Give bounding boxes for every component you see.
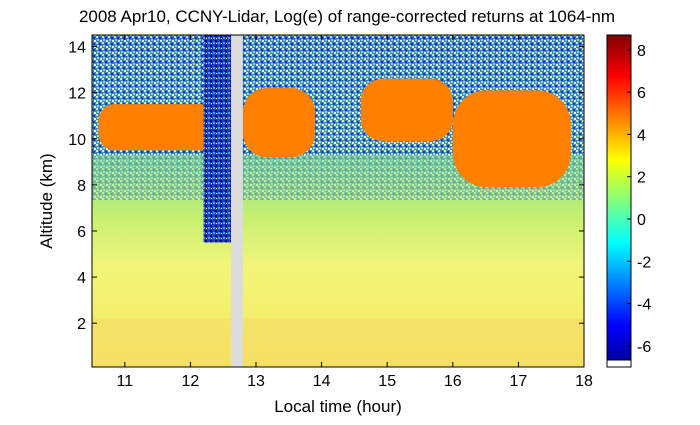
chart-title: 2008 Apr10, CCNY-Lidar, Log(e) of range-… (79, 7, 615, 26)
y-tick-label: 2 (77, 316, 86, 333)
colorbar-axis: -6 -4 -2 0 2 4 6 8 (627, 43, 651, 356)
x-axis-label: Local time (hour) (274, 397, 402, 416)
colorbar-end-cap (606, 359, 632, 368)
colorbar-tick-label: -4 (637, 297, 651, 314)
colorbar-tick-label: 2 (637, 170, 646, 187)
y-tick-label: 12 (68, 86, 86, 103)
x-tick-label: 13 (247, 373, 265, 390)
heatmap-region (98, 104, 217, 151)
y-tick-label: 4 (77, 270, 86, 287)
colorbar-tick-label: 0 (637, 212, 646, 229)
y-tick-label: 8 (77, 178, 86, 195)
x-tick-label: 14 (313, 373, 331, 390)
heatmap-region (203, 35, 232, 243)
x-tick-label: 17 (510, 373, 528, 390)
y-tick-label: 6 (77, 224, 86, 241)
colorbar (606, 34, 632, 368)
plot-frame (91, 34, 585, 368)
data-gap (231, 35, 243, 367)
colorbar-tick-label: 4 (637, 127, 646, 144)
colorbar-tick-label: -2 (637, 254, 651, 271)
heatmap-region (242, 88, 316, 158)
x-tick-label: 12 (182, 373, 200, 390)
y-tick-label: 10 (68, 132, 86, 149)
colorbar-tick-label: 8 (637, 43, 646, 60)
x-axis: 11 12 13 14 15 16 17 18 (116, 35, 593, 390)
heatmap-region (92, 318, 584, 367)
x-tick-label: 11 (116, 373, 133, 390)
x-tick-label: 15 (378, 373, 396, 390)
regions-layer (92, 35, 584, 367)
y-tick-label: 14 (68, 40, 86, 57)
colorbar-tick-label: -6 (637, 339, 651, 356)
heatmap-region (452, 90, 571, 188)
x-tick-label: 18 (575, 373, 593, 390)
heatmap-region (360, 78, 453, 142)
x-tick-label: 16 (444, 373, 462, 390)
y-axis: 2 4 6 8 10 12 14 (68, 40, 584, 333)
y-axis-label: Altitude (km) (37, 153, 56, 248)
heatmap-area (92, 35, 584, 367)
colorbar-tick-label: 6 (637, 85, 646, 102)
gaps-layer (231, 35, 243, 367)
